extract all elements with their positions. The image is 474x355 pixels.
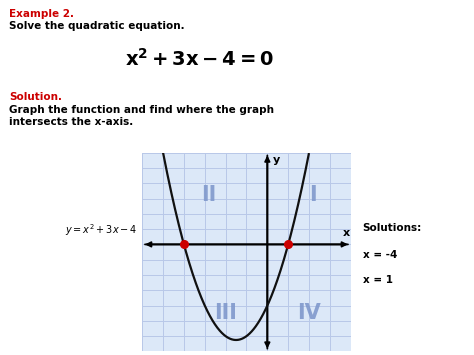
Text: intersects the x-axis.: intersects the x-axis.	[9, 117, 134, 127]
Text: Graph the function and find where the graph: Graph the function and find where the gr…	[9, 105, 274, 115]
Text: x: x	[343, 228, 350, 237]
Text: y: y	[273, 155, 280, 165]
Text: $\mathbf{x^2 + 3x - 4 = 0}$: $\mathbf{x^2 + 3x - 4 = 0}$	[125, 48, 273, 70]
Text: II: II	[201, 185, 217, 206]
Text: $y = x^2 + 3x - 4$: $y = x^2 + 3x - 4$	[65, 222, 137, 238]
Text: Solution.: Solution.	[9, 92, 63, 102]
Text: Example 2.: Example 2.	[9, 9, 74, 19]
Text: III: III	[214, 303, 237, 323]
Text: IV: IV	[297, 303, 321, 323]
Text: I: I	[310, 185, 317, 206]
Text: Solutions:: Solutions:	[363, 223, 422, 233]
Text: x = -4: x = -4	[363, 250, 397, 260]
Text: Solve the quadratic equation.: Solve the quadratic equation.	[9, 21, 185, 31]
Text: x = 1: x = 1	[363, 274, 392, 285]
